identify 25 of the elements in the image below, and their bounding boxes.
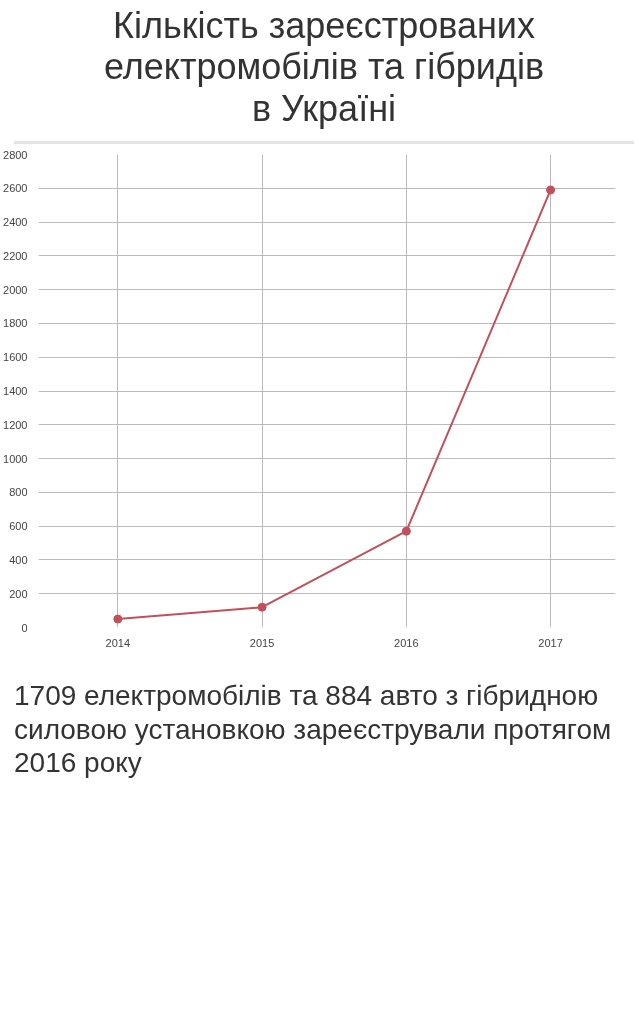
y-tick-label: 2200: [3, 250, 28, 263]
x-tick-label: 2015: [249, 636, 275, 649]
text: 1709 електромобілів та 884 авто з гібридною силовою установкою зареєстрували протягом 2016 року: [14, 679, 613, 780]
y-tick-label: 1400: [3, 385, 28, 398]
y-tick-label: 2000: [3, 283, 28, 296]
x-tick-label: 2017: [538, 636, 563, 649]
y-tick-label: 1600: [3, 351, 28, 364]
x-tick-label: 2016: [394, 636, 419, 649]
y-tick-label: 2400: [3, 216, 28, 229]
point: [401, 526, 411, 536]
y-tick-label: 600: [9, 520, 28, 533]
point: [546, 185, 556, 195]
point: [257, 602, 267, 612]
y-tick-label: 2600: [3, 182, 28, 195]
y-tick-label: 400: [9, 554, 28, 567]
y-tick-label: 200: [9, 587, 28, 600]
chart-title: Кількість зареєстрованих електромобілів та гібридів в Україні: [103, 5, 545, 130]
x-tick-label: 2014: [105, 636, 131, 649]
y-tick-label: 1200: [3, 418, 28, 431]
y-tick-label: 0: [21, 621, 28, 634]
y-tick-label: 1000: [3, 452, 28, 465]
y-tick-label: 1800: [3, 317, 28, 330]
y-tick-label: 800: [9, 486, 28, 499]
y-tick-label: 2800: [3, 148, 28, 161]
point: [113, 614, 123, 624]
